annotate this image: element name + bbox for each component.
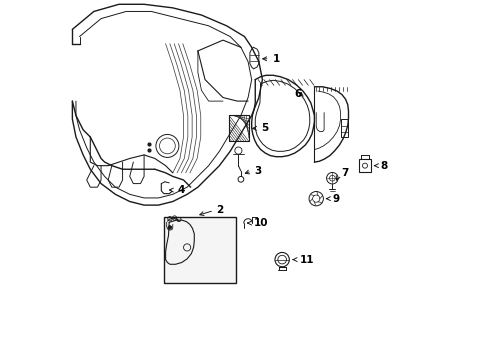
Text: 3: 3 xyxy=(254,166,261,176)
Text: 4: 4 xyxy=(177,185,184,195)
Text: 6: 6 xyxy=(294,89,301,99)
Text: 10: 10 xyxy=(254,218,268,228)
Text: 9: 9 xyxy=(332,194,339,204)
Text: 5: 5 xyxy=(261,123,268,133)
Bar xyxy=(228,116,248,141)
Text: 8: 8 xyxy=(380,161,387,171)
Text: 2: 2 xyxy=(216,206,224,216)
Text: 11: 11 xyxy=(299,255,313,265)
Bar xyxy=(340,119,348,137)
Bar xyxy=(163,217,235,283)
Bar xyxy=(359,159,370,172)
Text: 1: 1 xyxy=(273,54,280,64)
Text: 7: 7 xyxy=(341,168,348,178)
Circle shape xyxy=(168,226,171,229)
